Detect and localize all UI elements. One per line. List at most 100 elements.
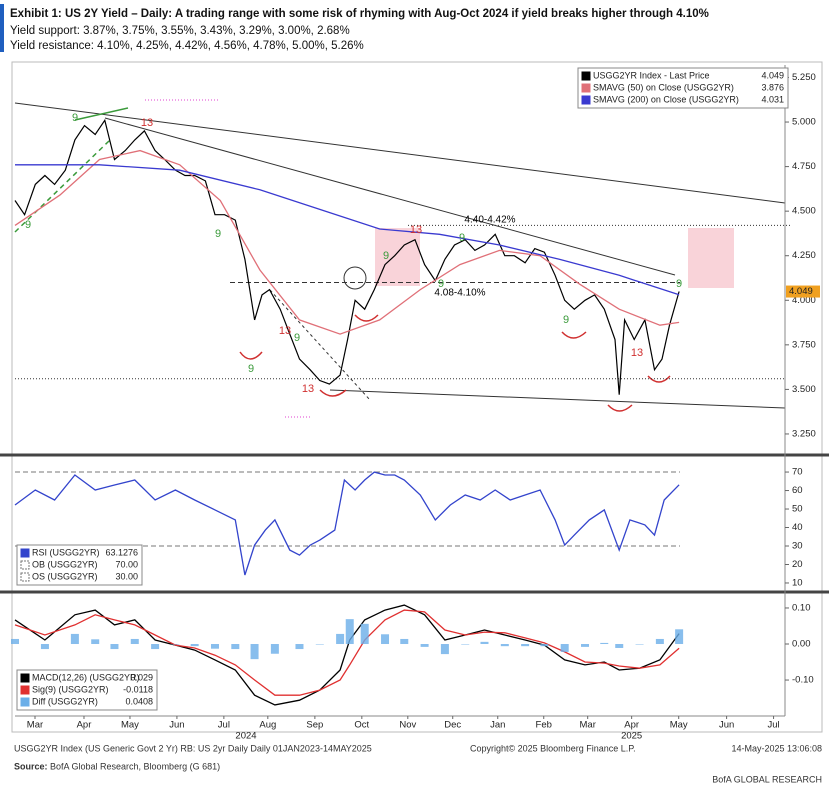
y-tick-label: 30 [792, 541, 803, 552]
y-tick-label: 70 [792, 467, 803, 478]
series-line [14, 149, 680, 335]
x-tick-label: Mar [580, 720, 596, 731]
diff-bar [581, 644, 590, 647]
x-tick-label: Jul [218, 720, 230, 731]
legend-label: Sig(9) (USGG2YR) [32, 684, 109, 694]
annotation: 9 [459, 232, 465, 244]
y-tick-label: 5.250 [792, 72, 816, 83]
x-tick-label: Jul [767, 720, 779, 731]
trendline [104, 117, 676, 276]
diff-bar [210, 644, 219, 649]
diff-bar [381, 634, 390, 645]
diff-bar [440, 644, 449, 655]
x-tick-label: Jun [719, 720, 734, 731]
chart-frame [11, 61, 823, 733]
legend-label: RSI (USGG2YR) [32, 547, 100, 557]
x-tick-label: May [670, 720, 688, 731]
diff-bar [110, 644, 119, 650]
copyright: Copyright© 2025 Bloomberg Finance L.P. [470, 743, 636, 753]
diff-bar [190, 644, 199, 647]
series-line [14, 609, 680, 696]
annotation: 9 [25, 219, 31, 231]
legend-box [577, 67, 789, 109]
diff-bar [635, 644, 644, 645]
diff-bar [336, 633, 345, 645]
diff-bar [360, 623, 369, 645]
annotation: 9 [676, 278, 682, 290]
legend-swatch [581, 95, 591, 105]
legend-box [16, 544, 143, 586]
legend-value: 70.00 [115, 559, 138, 569]
diff-bar [461, 644, 470, 645]
header-bar [0, 4, 4, 52]
diff-bar [70, 633, 79, 645]
legend-label: SMAVG (50) on Close (USGG2YR) [593, 82, 734, 92]
diff-bar [315, 644, 324, 645]
legend-value: 3.876 [761, 82, 784, 92]
x-tick-label: Dec [444, 720, 461, 731]
circle [343, 266, 367, 290]
legend-swatch [20, 548, 30, 558]
annotation: 4.08-4.10% [434, 288, 485, 299]
x-tick-label: Aug [259, 720, 276, 731]
diff-bar [295, 644, 304, 650]
annotation: 13 [141, 117, 153, 129]
diff-bar [655, 638, 664, 645]
diff-bar [11, 638, 19, 645]
source-label: Source: [14, 761, 48, 771]
annotation: 13 [631, 347, 643, 359]
diff-bar [400, 638, 409, 645]
timestamp: 14-May-2025 13:06:08 [731, 743, 822, 753]
diff-bar [480, 641, 489, 645]
resistance: Yield resistance: 4.10%, 4.25%, 4.42%, 4… [10, 40, 364, 52]
series-line [14, 471, 680, 576]
y-tick-label: 3.500 [792, 384, 816, 395]
year-label: 2025 [621, 731, 642, 742]
x-tick-label: Jan [490, 720, 505, 731]
x-tick-label: Feb [536, 720, 552, 731]
arc [239, 314, 671, 412]
legend-box [16, 669, 158, 711]
diff-bar [270, 644, 279, 654]
legend-swatch [20, 673, 30, 683]
last-tag [786, 285, 820, 298]
y-tick-label: 4.500 [792, 206, 816, 217]
annotation: 9 [72, 112, 78, 124]
diff-bar [250, 644, 259, 660]
trendline [329, 389, 786, 409]
y-tick-label: 3.250 [792, 428, 816, 439]
y-tick-label: 20 [792, 559, 803, 570]
y-tick-label: -0.10 [792, 675, 814, 686]
diff-bar [345, 619, 354, 645]
y-tick-label: 0.10 [792, 602, 811, 613]
decor [0, 65, 829, 717]
trendline [74, 107, 129, 121]
annotation: 13 [279, 325, 291, 337]
diff-bar [615, 644, 624, 648]
trendline [14, 102, 786, 204]
x-tick-label: Nov [399, 720, 416, 731]
legend-label: OS (USGG2YR) [32, 571, 98, 581]
x-tick-label: Oct [354, 720, 369, 731]
diff-bar [420, 644, 429, 647]
x-tick-label: Apr [77, 720, 92, 731]
y-tick-label: 5.000 [792, 117, 816, 128]
legend-label: OB (USGG2YR) [32, 559, 98, 569]
x-tick-label: Apr [624, 720, 639, 731]
diff-bar [40, 644, 49, 650]
year-label: 2024 [235, 731, 256, 742]
legend-label: MACD(12,26) (USGG2YR) [32, 672, 140, 682]
annotation: 9 [383, 250, 389, 262]
y-tick-label: 50 [792, 504, 803, 515]
zone [688, 228, 734, 288]
y-tick-label: 60 [792, 485, 803, 496]
x-tick-label: Sep [306, 720, 323, 731]
diff-bar [500, 644, 509, 647]
zone [375, 228, 420, 286]
annotation: 4.40-4.42% [464, 215, 515, 226]
legend-value: 4.031 [761, 94, 784, 104]
x-tick-label: Mar [27, 720, 43, 731]
diff-bar [600, 642, 609, 645]
last-tag-label: 4.049 [789, 286, 813, 297]
